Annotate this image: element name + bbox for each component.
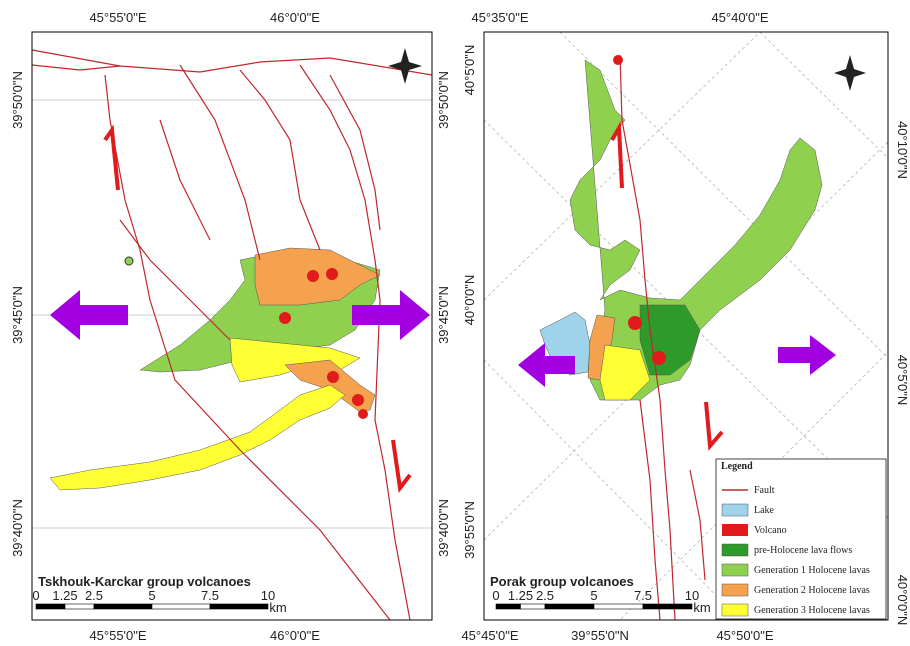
legend-item: Fault: [754, 485, 775, 496]
legend-item: Generation 2 Holocene lavas: [754, 585, 870, 596]
left-label: 39°40'0"N: [10, 499, 25, 557]
scale-label: 0: [492, 588, 499, 603]
scale-segment: [65, 604, 94, 609]
vol-shape: [307, 270, 319, 282]
vol-shape: [352, 394, 364, 406]
left-label: 40°0'0"N: [462, 275, 477, 326]
g2-shape: [722, 584, 748, 596]
scale-segment: [94, 604, 152, 609]
scale-segment: [594, 604, 643, 609]
scale-segment: [545, 604, 594, 609]
g3-shape: [722, 604, 748, 616]
legend-item: Generation 3 Holocene lavas: [754, 605, 870, 616]
bottom-label: 46°0'0"E: [270, 628, 320, 643]
scale-unit: km: [693, 600, 710, 615]
left-label: 39°50'0"N: [10, 71, 25, 129]
bottom-label: 39°55'0"N: [571, 628, 629, 643]
top-label: 45°55'0"E: [89, 10, 146, 25]
scale-label: 2.5: [85, 588, 103, 603]
scale-segment: [36, 604, 65, 609]
scale-label: 1.25: [508, 588, 533, 603]
lake-shape: [722, 504, 748, 516]
vol-shape: [327, 371, 339, 383]
vol-shape: [652, 351, 666, 365]
bottom-label: 45°50'0"E: [716, 628, 773, 643]
figure: Legend 45°55'0"E 45°55'0"E 46°0'0"E 46°0'0"…: [0, 0, 910, 646]
scale-label: 2.5: [536, 588, 554, 603]
legend-item: pre-Holocene lava flows: [754, 545, 852, 556]
scale-segment: [496, 604, 521, 609]
vol-shape: [358, 409, 368, 419]
vol-shape: [326, 268, 338, 280]
right-label: 39°50'0"N: [436, 71, 451, 129]
circle-shape: [125, 257, 133, 265]
scale-label: 5: [148, 588, 155, 603]
scale-bar: [36, 604, 268, 609]
right-label: 39°45'0"N: [436, 286, 451, 344]
vol-shape: [722, 524, 748, 536]
scale-segment: [210, 604, 268, 609]
top-label: 45°40'0"E: [711, 10, 768, 25]
scale-bar: [496, 604, 692, 609]
left-label: 40°5'0"N: [462, 45, 477, 96]
vol-shape: [628, 316, 642, 330]
scale-label: 7.5: [201, 588, 219, 603]
left-label: 39°45'0"N: [10, 286, 25, 344]
vol-shape: [613, 55, 623, 65]
left-map-body: [32, 32, 432, 620]
scale-segment: [521, 604, 546, 609]
g1-shape: [722, 564, 748, 576]
page: {"left_map":{"title":"Tskhouk-Karckar gr…: [0, 0, 910, 646]
left-label: 39°55'0"N: [462, 501, 477, 559]
legend-item: Lake: [754, 505, 775, 516]
map-title: Tskhouk-Karckar group volcanoes: [38, 574, 251, 589]
right-label: 39°40'0"N: [436, 499, 451, 557]
top-label: 45°35'0"E: [471, 10, 528, 25]
scale-label: 1.25: [52, 588, 77, 603]
legend-item: Generation 1 Holocene lavas: [754, 565, 870, 576]
top-label: 46°0'0"E: [270, 10, 320, 25]
map-title: Porak group volcanoes: [490, 574, 634, 589]
scale-segment: [643, 604, 692, 609]
right-label: 40°0'0"N: [895, 575, 910, 626]
vol-shape: [279, 312, 291, 324]
right-label: 40°10'0"N: [895, 121, 910, 179]
bottom-label: 45°45'0"E: [461, 628, 518, 643]
scale-label: 7.5: [634, 588, 652, 603]
scale-label: 0: [32, 588, 39, 603]
scale-label: 5: [590, 588, 597, 603]
bottom-label: 45°55'0"E: [89, 628, 146, 643]
legend-title: Legend: [721, 461, 753, 472]
pre-shape: [722, 544, 748, 556]
scale-segment: [152, 604, 210, 609]
legend-item: Volcano: [754, 525, 787, 536]
right-label: 40°5'0"N: [895, 355, 910, 406]
scale-unit: km: [269, 600, 286, 615]
